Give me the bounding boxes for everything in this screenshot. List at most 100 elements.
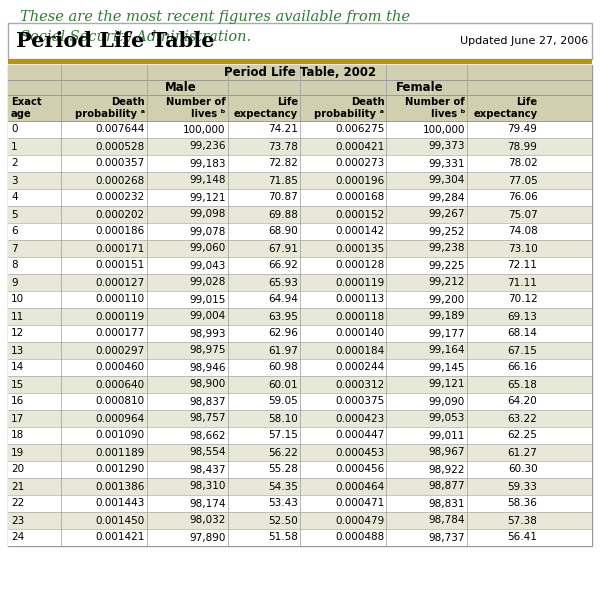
Text: 99,121: 99,121 <box>189 193 226 203</box>
Text: 0.000460: 0.000460 <box>96 362 145 372</box>
Text: 99,060: 99,060 <box>190 243 226 253</box>
Text: Exact
age: Exact age <box>11 97 41 119</box>
Text: 60.01: 60.01 <box>268 379 298 389</box>
Text: 0.000810: 0.000810 <box>96 396 145 406</box>
Text: 0.001386: 0.001386 <box>95 481 145 491</box>
Text: 68.14: 68.14 <box>508 329 538 339</box>
Text: 69.13: 69.13 <box>508 312 538 322</box>
Text: 59.33: 59.33 <box>508 481 538 491</box>
FancyBboxPatch shape <box>8 427 592 444</box>
Text: Death
probability ᵃ: Death probability ᵃ <box>314 97 385 119</box>
Text: 14: 14 <box>11 362 24 372</box>
Text: 68.90: 68.90 <box>268 227 298 237</box>
Text: 24: 24 <box>11 532 24 542</box>
Text: 99,373: 99,373 <box>428 141 465 151</box>
Text: 0.000171: 0.000171 <box>96 243 145 253</box>
Text: 0.000357: 0.000357 <box>96 158 145 168</box>
Text: 71.85: 71.85 <box>268 176 298 186</box>
Text: 13: 13 <box>11 346 24 356</box>
Text: 9: 9 <box>11 277 17 287</box>
Text: 58.10: 58.10 <box>268 413 298 423</box>
Text: 99,267: 99,267 <box>428 210 465 220</box>
Text: 6: 6 <box>11 227 17 237</box>
Text: 99,053: 99,053 <box>428 413 465 423</box>
Text: Death
probability ᵃ: Death probability ᵃ <box>75 97 145 119</box>
Text: 98,946: 98,946 <box>189 362 226 372</box>
Text: 78.99: 78.99 <box>508 141 538 151</box>
Text: 98,032: 98,032 <box>189 515 226 525</box>
Text: 70.12: 70.12 <box>508 294 538 305</box>
Text: 75.07: 75.07 <box>508 210 538 220</box>
Text: 65.93: 65.93 <box>268 277 298 287</box>
Text: 0.000127: 0.000127 <box>96 277 145 287</box>
Text: 64.94: 64.94 <box>268 294 298 305</box>
Text: 72.82: 72.82 <box>268 158 298 168</box>
FancyBboxPatch shape <box>8 223 592 240</box>
Text: 73.78: 73.78 <box>268 141 298 151</box>
FancyBboxPatch shape <box>8 359 592 376</box>
Text: 100,000: 100,000 <box>183 124 226 134</box>
Text: 99,078: 99,078 <box>189 227 226 237</box>
Text: 76.06: 76.06 <box>508 193 538 203</box>
Text: 62.25: 62.25 <box>508 431 538 441</box>
Text: 56.41: 56.41 <box>508 532 538 542</box>
Text: 0.000151: 0.000151 <box>96 260 145 270</box>
Text: Male: Male <box>164 81 196 94</box>
FancyBboxPatch shape <box>8 95 592 121</box>
Text: 20: 20 <box>11 465 24 475</box>
Text: Period Life Table: Period Life Table <box>16 31 215 51</box>
FancyBboxPatch shape <box>8 240 592 257</box>
Text: 99,164: 99,164 <box>428 346 465 356</box>
Text: 54.35: 54.35 <box>268 481 298 491</box>
Text: 98,967: 98,967 <box>428 448 465 458</box>
Text: These are the most recent figures available from the
Social Security Administrat: These are the most recent figures availa… <box>20 10 410 44</box>
Text: 98,174: 98,174 <box>189 498 226 508</box>
Text: 0.000186: 0.000186 <box>96 227 145 237</box>
Text: 0.000244: 0.000244 <box>335 362 385 372</box>
Text: 78.02: 78.02 <box>508 158 538 168</box>
Text: 53.43: 53.43 <box>268 498 298 508</box>
Text: 0.000421: 0.000421 <box>335 141 385 151</box>
Text: 0.000273: 0.000273 <box>335 158 385 168</box>
Text: 63.95: 63.95 <box>268 312 298 322</box>
Text: 0.000464: 0.000464 <box>335 481 385 491</box>
Text: 99,098: 99,098 <box>189 210 226 220</box>
Text: Number of
lives ᵇ: Number of lives ᵇ <box>166 97 226 119</box>
Text: 98,922: 98,922 <box>428 465 465 475</box>
FancyBboxPatch shape <box>8 189 592 206</box>
Text: 99,212: 99,212 <box>428 277 465 287</box>
FancyBboxPatch shape <box>8 478 592 495</box>
Text: 98,993: 98,993 <box>189 329 226 339</box>
Text: Number of
lives ᵇ: Number of lives ᵇ <box>405 97 465 119</box>
Text: 99,090: 99,090 <box>429 396 465 406</box>
Text: Period Life Table, 2002: Period Life Table, 2002 <box>224 66 376 79</box>
Text: 0.000110: 0.000110 <box>96 294 145 305</box>
Text: 0.000119: 0.000119 <box>96 312 145 322</box>
Text: 0.001290: 0.001290 <box>96 465 145 475</box>
Text: 77.05: 77.05 <box>508 176 538 186</box>
Text: 0.000135: 0.000135 <box>335 243 385 253</box>
Text: 59.05: 59.05 <box>268 396 298 406</box>
Text: 0.000202: 0.000202 <box>96 210 145 220</box>
Text: 7: 7 <box>11 243 17 253</box>
Text: 57.38: 57.38 <box>508 515 538 525</box>
Text: 56.22: 56.22 <box>268 448 298 458</box>
Text: 99,148: 99,148 <box>189 176 226 186</box>
Text: 0.000456: 0.000456 <box>335 465 385 475</box>
Text: 0.001443: 0.001443 <box>95 498 145 508</box>
Text: 98,437: 98,437 <box>189 465 226 475</box>
Text: 57.15: 57.15 <box>268 431 298 441</box>
Text: 0.000177: 0.000177 <box>96 329 145 339</box>
FancyBboxPatch shape <box>8 155 592 172</box>
Text: 21: 21 <box>11 481 24 491</box>
Text: 0.000423: 0.000423 <box>335 413 385 423</box>
Text: 73.10: 73.10 <box>508 243 538 253</box>
Text: 99,177: 99,177 <box>428 329 465 339</box>
Text: 98,784: 98,784 <box>428 515 465 525</box>
FancyBboxPatch shape <box>8 461 592 478</box>
Text: 0.000268: 0.000268 <box>96 176 145 186</box>
FancyBboxPatch shape <box>8 444 592 461</box>
Text: 16: 16 <box>11 396 24 406</box>
Text: 0.000471: 0.000471 <box>335 498 385 508</box>
FancyBboxPatch shape <box>8 138 592 155</box>
